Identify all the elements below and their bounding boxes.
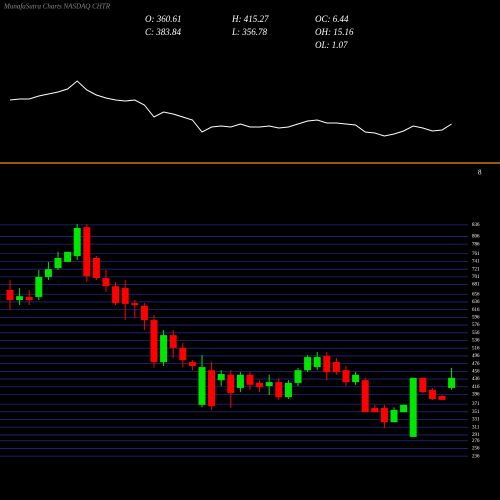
y-tick-label: 416: [472, 385, 480, 390]
candle-body: [73, 227, 81, 257]
candle-body: [25, 296, 33, 301]
y-tick-label: 456: [472, 369, 480, 374]
candle-body: [140, 305, 148, 321]
candle-body: [131, 303, 139, 306]
candle-body: [227, 374, 235, 393]
stat-label: OC: 6.44: [315, 14, 349, 24]
candle-body: [198, 367, 206, 405]
candle-body: [380, 407, 388, 423]
candle-body: [54, 258, 62, 269]
candle-body: [150, 320, 158, 363]
candle-body: [256, 382, 264, 388]
y-tick-label: 236: [472, 454, 480, 459]
candle-body: [112, 286, 120, 304]
candle-body: [304, 357, 312, 371]
chart-title: MunafaSutra Charts NASDAQ CHTR: [3, 3, 111, 11]
candle-body: [16, 296, 24, 301]
y-tick-label: 311: [472, 425, 480, 430]
candle-body: [188, 362, 196, 366]
candle-body: [275, 382, 283, 398]
y-tick-label: 616: [472, 308, 480, 313]
candle-body: [179, 347, 187, 361]
candle-body: [438, 396, 446, 400]
candle-body: [371, 407, 379, 413]
y-tick-label: 436: [472, 377, 480, 382]
y-tick-label: 636: [472, 300, 480, 305]
candle-body: [160, 335, 168, 363]
y-tick-label: 351: [472, 410, 480, 415]
y-tick-label: 656: [472, 292, 480, 297]
y-tick-label: 496: [472, 354, 480, 359]
y-tick-label: 276: [472, 439, 480, 444]
candle-body: [332, 362, 340, 373]
y-tick-label: 761: [472, 252, 480, 257]
y-tick-label: 256: [472, 447, 480, 452]
candle-body: [390, 409, 398, 423]
stat-label: C: 383.84: [145, 27, 182, 37]
candle-body: [6, 290, 14, 301]
candle-body: [83, 227, 91, 277]
y-tick-label: 476: [472, 362, 480, 367]
y-tick-label: 291: [472, 433, 480, 438]
stat-label: L: 356.78: [231, 27, 268, 37]
candle-body: [313, 357, 321, 368]
candle-body: [409, 377, 417, 437]
candle-body: [428, 389, 436, 400]
candle-body: [92, 258, 100, 279]
y-tick-label: 556: [472, 331, 480, 336]
candle-body: [169, 335, 177, 348]
y-tick-label: 396: [472, 393, 480, 398]
y-tick-label: 786: [472, 242, 480, 247]
candle-body: [246, 374, 254, 385]
candle-body: [265, 382, 273, 386]
y-tick-label: 836: [472, 223, 480, 228]
y-tick-label: 701: [472, 275, 480, 280]
y-tick-label: 536: [472, 339, 480, 344]
level-label: 8: [478, 169, 482, 177]
candle-body: [208, 370, 216, 407]
y-tick-label: 721: [472, 267, 480, 272]
y-tick-label: 516: [472, 346, 480, 351]
candle-body: [400, 404, 408, 413]
stat-label: OH: 15.16: [315, 27, 354, 37]
candle-body: [294, 370, 302, 383]
candle-body: [121, 288, 129, 304]
candle-body: [236, 374, 244, 388]
candle-body: [64, 251, 72, 262]
candle-body: [361, 380, 369, 413]
indicator-line: [9, 80, 452, 137]
candle-body: [44, 269, 52, 277]
y-tick-label: 331: [472, 418, 480, 423]
candle-body: [323, 355, 331, 373]
y-tick-label: 681: [472, 283, 480, 288]
y-tick-label: 596: [472, 316, 480, 321]
stat-label: H: 415.27: [231, 14, 269, 24]
y-tick-label: 806: [472, 235, 480, 240]
stat-label: OL: 1.07: [315, 40, 348, 50]
stat-label: O: 360.61: [145, 14, 182, 24]
candle-body: [102, 278, 110, 287]
candle-body: [284, 382, 292, 398]
candle-body: [419, 377, 427, 393]
y-tick-label: 576: [472, 323, 480, 328]
y-tick-label: 371: [472, 402, 480, 407]
candle-body: [352, 374, 360, 383]
candle-body: [342, 370, 350, 383]
candle-body: [217, 374, 225, 381]
candle-body: [35, 276, 43, 297]
y-tick-label: 741: [472, 260, 480, 265]
candle-body: [448, 377, 456, 388]
